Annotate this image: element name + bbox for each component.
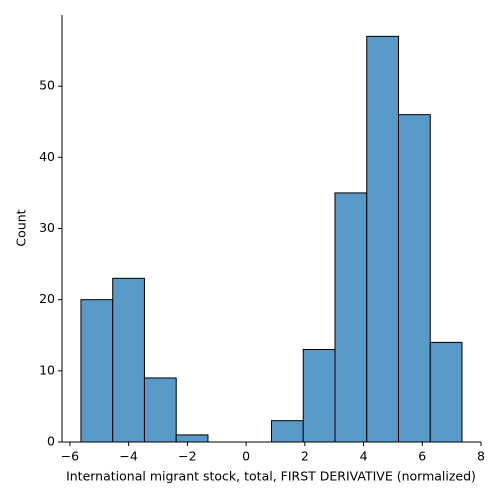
bar <box>429 341 463 443</box>
y-tick-label: 0 <box>47 434 55 449</box>
y-tick-label: 10 <box>39 362 55 377</box>
y-tick-label: 40 <box>39 149 55 164</box>
bar <box>112 277 145 443</box>
bar <box>143 377 177 443</box>
bar <box>80 299 114 443</box>
bar <box>397 114 431 443</box>
bar <box>175 434 209 443</box>
x-tick-label: 0 <box>242 449 250 464</box>
y-tick-label: 30 <box>39 220 55 235</box>
y-tick-label: 50 <box>39 78 55 93</box>
x-tick-label: 4 <box>360 449 368 464</box>
bar <box>334 192 368 443</box>
bar <box>302 348 336 443</box>
x-tick-label: 2 <box>301 449 309 464</box>
y-tick-label: 20 <box>39 291 55 306</box>
bar <box>366 35 399 443</box>
x-tick-label: −2 <box>178 449 196 464</box>
x-axis-label: International migrant stock, total, FIRS… <box>66 469 476 484</box>
bar <box>270 420 304 443</box>
x-tick-label: 8 <box>477 449 485 464</box>
x-tick-label: 6 <box>418 449 426 464</box>
y-axis-label: Count <box>14 209 29 246</box>
x-tick-label: −4 <box>119 449 137 464</box>
x-tick-label: −6 <box>61 449 79 464</box>
